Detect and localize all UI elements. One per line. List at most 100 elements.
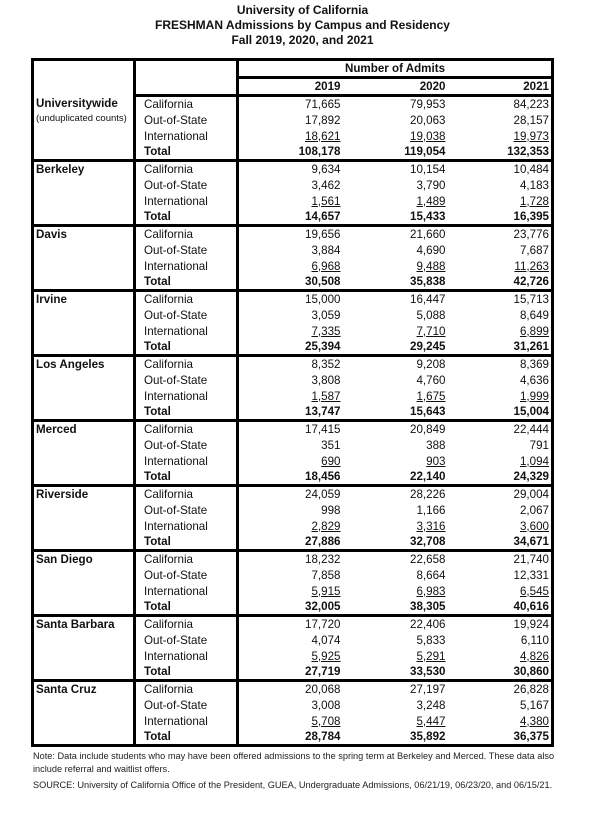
campus-name-cell: Davis	[32, 225, 136, 292]
campus-name: Santa Cruz	[36, 683, 97, 696]
admit-count-cell: 791	[448, 437, 553, 453]
admit-count: 3,884	[311, 243, 341, 257]
admit-count-cell: 17,720	[238, 616, 343, 633]
admit-count-cell: 1,094	[448, 453, 553, 469]
admit-count-cell: 2,829	[238, 518, 343, 534]
admit-count: 19,038	[410, 129, 446, 143]
admit-count: 27,719	[305, 665, 341, 678]
table-row: International 2,829 3,316 3,600	[33, 518, 553, 534]
admit-count-cell: 26,828	[448, 681, 553, 698]
admit-count: 13,747	[305, 405, 341, 418]
residency-label: California	[134, 290, 239, 307]
admit-count: 22,444	[513, 423, 549, 436]
table-row: International 5,708 5,447 4,380	[33, 713, 553, 729]
admit-count: 28,157	[513, 113, 549, 127]
admit-count: 32,708	[410, 535, 446, 548]
admit-count-cell: 22,444	[448, 421, 553, 438]
campus-name-cell: Universitywide (unduplicated counts)	[32, 95, 136, 162]
admit-count-cell: 8,352	[238, 356, 343, 373]
residency-label: California	[134, 680, 239, 697]
campus-name-cell: Santa Barbara	[32, 615, 136, 682]
residency-label: Out-of-State	[134, 632, 239, 648]
admit-count: 9,208	[416, 358, 446, 371]
residency-label: Total	[134, 144, 239, 162]
admit-count-cell: 20,849	[343, 421, 448, 438]
admit-count-cell: 84,223	[448, 96, 553, 113]
admit-count: 6,545	[519, 584, 549, 598]
admit-count-cell: 1,999	[448, 388, 553, 404]
admit-count: 1,561	[311, 194, 341, 208]
admit-count: 6,968	[311, 259, 341, 273]
admit-count-cell: 29,004	[448, 486, 553, 503]
residency-label: International	[134, 128, 239, 144]
admit-count: 18,456	[305, 470, 341, 483]
table-row: Out-of-State 351 388 791	[33, 437, 553, 453]
admit-count: 119,054	[404, 145, 446, 158]
title-line-1: University of California	[236, 3, 369, 17]
admit-count-cell: 38,305	[342, 599, 448, 617]
admit-count: 132,353	[507, 145, 549, 158]
admit-count-cell: 18,456	[237, 469, 343, 487]
admit-count: 7,858	[311, 568, 341, 582]
admit-count: 10,484	[513, 163, 549, 176]
admit-count: 8,369	[519, 358, 549, 371]
residency-label: California	[134, 95, 239, 112]
table-row: Out-of-State 998 1,166 2,067	[33, 502, 553, 518]
admit-count-cell: 9,488	[343, 258, 448, 274]
admit-count: 79,953	[410, 98, 446, 111]
header-year: 2020	[342, 77, 448, 97]
campus-name: Irvine	[36, 293, 67, 306]
residency-label: California	[134, 355, 239, 372]
admit-count-cell: 19,973	[448, 128, 553, 144]
table-row: Total 32,005 38,305 40,616	[33, 599, 553, 617]
admit-count-cell: 8,664	[343, 567, 448, 583]
admit-count-cell: 119,054	[342, 144, 448, 162]
campus-name: Berkeley	[36, 163, 85, 176]
admit-count: 15,004	[513, 405, 549, 418]
table-row: Out-of-State 4,074 5,833 6,110	[33, 632, 553, 648]
admit-count-cell: 15,713	[448, 291, 553, 308]
admit-count-cell: 132,353	[447, 144, 553, 162]
residency-label: International	[134, 518, 239, 534]
admit-count: 9,488	[416, 259, 446, 273]
table-row: Merced California 17,415 20,849 22,444	[32, 420, 553, 487]
admit-count-cell: 2,067	[448, 502, 553, 518]
admit-count: 30,508	[305, 275, 341, 288]
admit-count-cell: 3,008	[238, 697, 343, 713]
admit-count-cell: 3,808	[238, 372, 343, 388]
admit-count: 3,600	[519, 519, 549, 533]
admit-count: 24,329	[513, 470, 549, 483]
header-row-years: 2019 2020 2021	[33, 77, 553, 97]
admit-count: 18,232	[305, 553, 341, 566]
residency-label: California	[134, 615, 239, 632]
admit-count: 5,447	[416, 714, 446, 728]
admit-count: 5,088	[416, 308, 446, 322]
admit-count-cell: 4,826	[448, 648, 553, 664]
admit-count-cell: 4,760	[343, 372, 448, 388]
admit-count-cell: 22,140	[342, 469, 448, 487]
residency-label: Out-of-State	[134, 697, 239, 713]
campus-name: Merced	[36, 423, 77, 436]
residency-label: Total	[134, 599, 239, 617]
residency-label: Total	[134, 664, 239, 682]
campus-name: Davis	[36, 228, 67, 241]
admit-count: 36,375	[513, 730, 549, 743]
admit-count: 1,489	[416, 194, 446, 208]
admit-count-cell: 1,728	[448, 193, 553, 209]
residency-label: International	[134, 388, 239, 404]
table-row: International 5,925 5,291 4,826	[33, 648, 553, 664]
campus-name-cell: San Diego	[32, 550, 136, 617]
campus-name: Los Angeles	[36, 358, 105, 371]
admit-count-cell: 34,671	[447, 534, 553, 552]
admissions-table: Number of Admits 2019 2020 2021 Universi…	[31, 58, 554, 747]
residency-label: Total	[134, 209, 239, 227]
admit-count: 32,005	[305, 600, 341, 613]
admit-count: 1,675	[416, 389, 446, 403]
admit-count: 8,352	[311, 358, 341, 371]
admit-count: 40,616	[513, 600, 549, 613]
admit-count: 31,261	[513, 340, 549, 353]
admit-count: 1,094	[519, 454, 549, 468]
admit-count-cell: 17,415	[238, 421, 343, 438]
admit-count-cell: 31,261	[447, 339, 553, 357]
admit-count: 6,983	[416, 584, 446, 598]
